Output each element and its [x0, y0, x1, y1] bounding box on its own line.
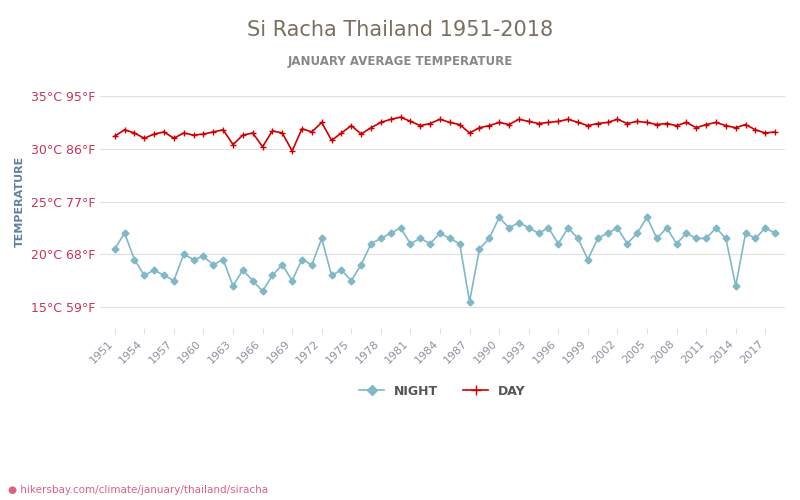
Y-axis label: TEMPERATURE: TEMPERATURE	[15, 156, 25, 247]
Legend: NIGHT, DAY: NIGHT, DAY	[354, 380, 531, 403]
Text: ● hikersbay.com/climate/january/thailand/siracha: ● hikersbay.com/climate/january/thailand…	[8, 485, 268, 495]
Text: JANUARY AVERAGE TEMPERATURE: JANUARY AVERAGE TEMPERATURE	[287, 55, 513, 68]
Text: Si Racha Thailand 1951-2018: Si Racha Thailand 1951-2018	[247, 20, 553, 40]
